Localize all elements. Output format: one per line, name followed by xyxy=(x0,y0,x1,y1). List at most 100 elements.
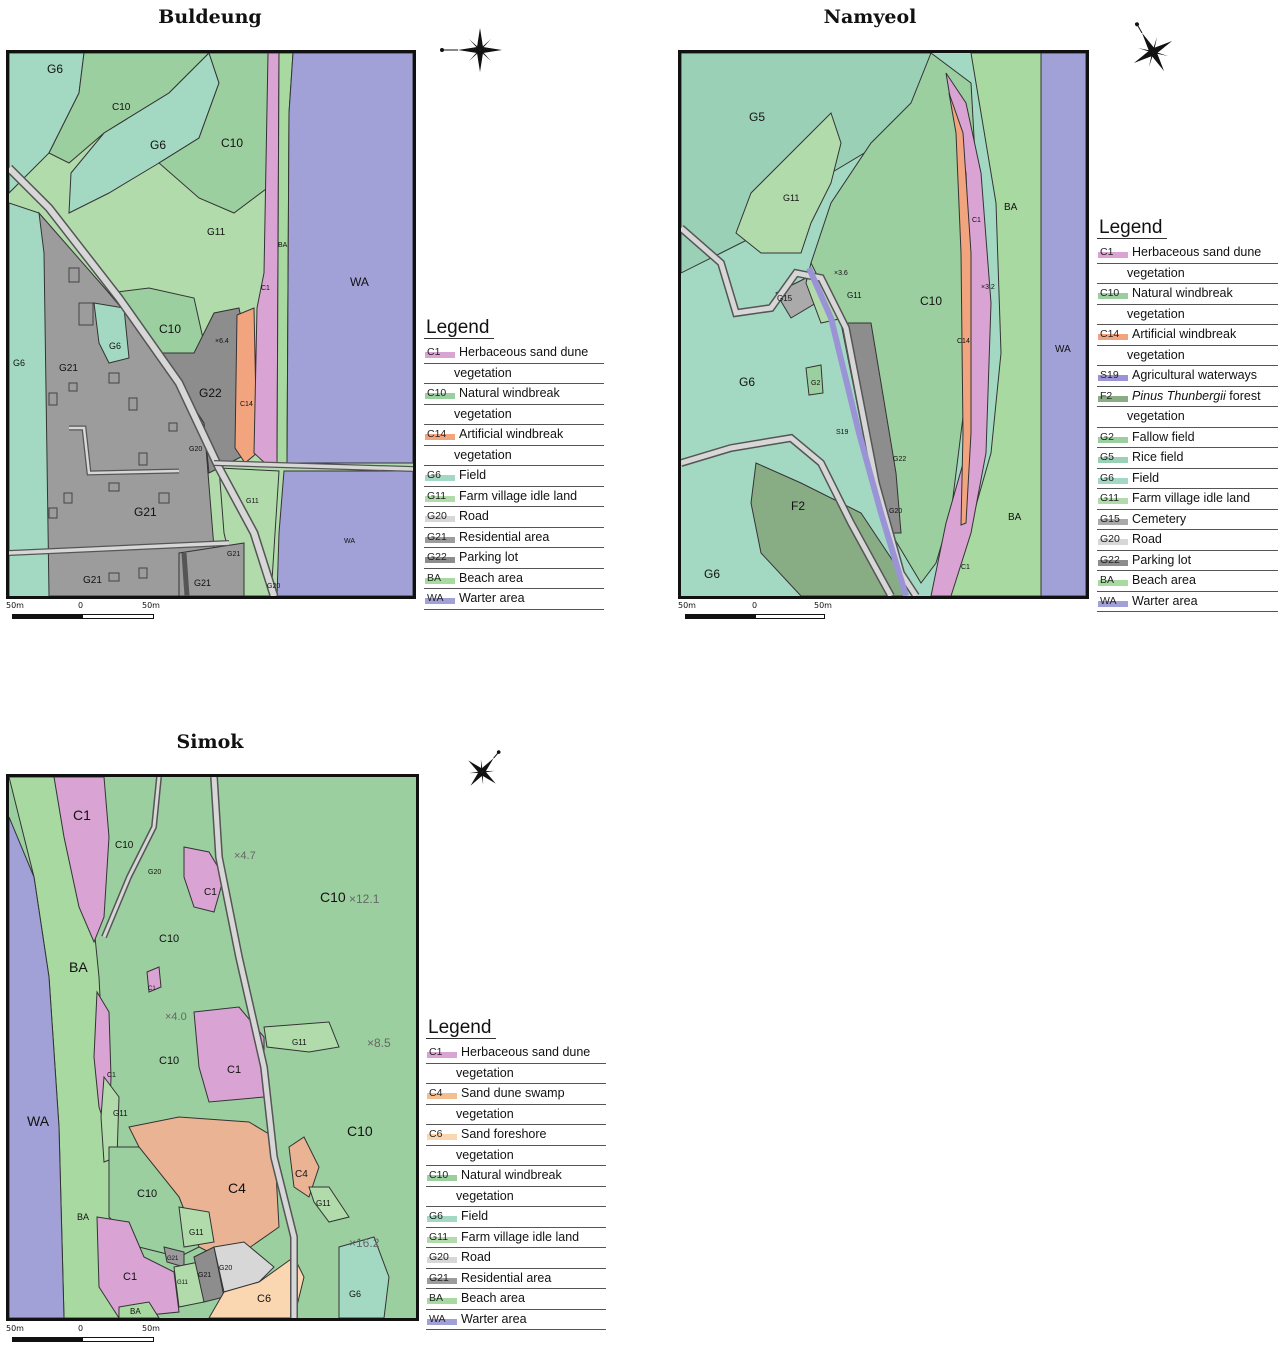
legend-label: Farm village idle land xyxy=(461,1229,580,1244)
label-g21: G21 xyxy=(134,505,157,519)
legend-label: Farm village idle land xyxy=(459,488,578,503)
scale-label-right: 50m xyxy=(814,601,832,610)
legend-item: vegetation xyxy=(426,1187,606,1207)
road-side xyxy=(181,552,190,596)
legend-label: Herbaceous sand dune xyxy=(1132,245,1262,259)
legend-item: G21 Residential area xyxy=(424,528,604,548)
area-g11-north xyxy=(735,112,842,254)
legend-item: G22 Parking lot xyxy=(1097,551,1278,571)
road-south-fill xyxy=(681,435,894,596)
legend-swatch: WA xyxy=(425,593,455,605)
legend-title: Legend xyxy=(1097,218,1167,239)
label-s19: S19 xyxy=(836,429,849,436)
legend-label: Natural windbreak xyxy=(1132,286,1233,300)
legend-label: Warter area xyxy=(461,1311,527,1326)
legend-label: Beach area xyxy=(461,1291,525,1305)
legend-item: G20 Road xyxy=(1097,530,1278,551)
label-g11: G11 xyxy=(189,1228,204,1237)
legend-label: Residential area xyxy=(461,1270,552,1285)
legend-label: Road xyxy=(461,1250,491,1264)
scale-label-left: 50m xyxy=(678,601,696,610)
label-c6: C6 xyxy=(257,1293,271,1305)
label-c10: C10 xyxy=(347,1123,373,1139)
legend-label: Beach area xyxy=(1132,573,1196,587)
legend-swatch: G6 xyxy=(427,1211,457,1223)
label-g6: G6 xyxy=(109,341,121,351)
legend-item: vegetation xyxy=(1097,305,1278,325)
legend-namyeol: Legend C1 Herbaceous sand dune vegetation C… xyxy=(1097,218,1278,612)
legend-item: C1 Herbaceous sand dune xyxy=(1097,243,1278,264)
scale-label-left: 50m xyxy=(6,601,24,610)
legend-label: Rice field xyxy=(1132,450,1184,464)
label-g11: G11 xyxy=(292,1038,307,1047)
label-c10: C10 xyxy=(159,1055,179,1067)
buildings xyxy=(48,267,178,582)
map-buldeung: G6 C10 G6 C10 G11 BA C1 WA WA C10 G6 G6 … xyxy=(6,50,416,599)
label-c1: C1 xyxy=(123,1271,137,1283)
scale-label-right: 50m xyxy=(142,601,160,610)
label-c10: C10 xyxy=(221,136,243,150)
label-g22: G22 xyxy=(199,386,222,400)
area-g20-lot xyxy=(213,1241,275,1293)
legend-swatch: WA xyxy=(1098,595,1128,607)
area-g11-small xyxy=(308,1186,350,1223)
legend-swatch: C4 xyxy=(427,1088,457,1100)
legend-label: Herbaceous sand dune xyxy=(461,1045,591,1059)
legend-item: vegetation xyxy=(424,405,604,425)
legend-label: Field xyxy=(459,468,487,482)
label-g6: G6 xyxy=(349,1289,361,1299)
legend-item: WA Warter area xyxy=(424,589,604,610)
label-g11: G11 xyxy=(316,1199,331,1208)
legend-swatch: G2 xyxy=(1098,431,1128,443)
area-g2 xyxy=(805,364,824,396)
label-c1: C1 xyxy=(204,887,217,898)
legend-swatch: G6 xyxy=(425,470,455,482)
label-g11: G11 xyxy=(783,193,799,203)
legend-swatch: BA xyxy=(427,1293,457,1305)
legend-swatch: F2 xyxy=(1098,390,1128,402)
spot-height: ×3.2 xyxy=(981,284,995,291)
label-g20: G20 xyxy=(267,583,280,590)
legend-item: G6 Field xyxy=(424,466,604,487)
label-g6: G6 xyxy=(13,358,25,368)
label-g21: G21 xyxy=(194,578,211,588)
legend-swatch: C1 xyxy=(427,1047,457,1059)
scale-label-mid: 0 xyxy=(78,601,84,610)
legend-item: S19 Agricultural waterways xyxy=(1097,366,1278,387)
label-ba: BA xyxy=(130,1307,141,1316)
area-c1-small xyxy=(146,966,162,993)
label-c10: C10 xyxy=(920,294,942,308)
label-c4: C4 xyxy=(228,1180,246,1196)
legend-item: G6 Field xyxy=(1097,469,1278,489)
legend-label: Fallow field xyxy=(1132,429,1195,444)
area-ba-small xyxy=(118,1301,160,1318)
legend-item: G2 Fallow field xyxy=(1097,428,1278,448)
scale-label-mid: 0 xyxy=(78,1324,84,1333)
legend-label: Sand dune swamp xyxy=(461,1086,565,1100)
scale-label-right: 50m xyxy=(142,1324,160,1333)
legend-label: Parking lot xyxy=(459,550,519,564)
legend-item: G20 Road xyxy=(424,507,604,528)
label-c4: C4 xyxy=(295,1169,308,1180)
label-wa: WA xyxy=(344,538,355,545)
label-wa: WA xyxy=(350,275,369,289)
scale-bar-buldeung: 50m 0 50m xyxy=(6,601,160,621)
road-branch-fill xyxy=(69,426,180,475)
legend-swatch: C10 xyxy=(1098,288,1128,300)
legend-item: G6 Field xyxy=(426,1207,606,1228)
legend-label: vegetation xyxy=(1127,265,1185,280)
scale-label-left: 50m xyxy=(6,1324,24,1333)
panel-title-simok: Simok xyxy=(176,731,244,753)
legend-title: Legend xyxy=(426,1018,496,1039)
road-diagonal-fill xyxy=(9,165,277,596)
label-c1: C1 xyxy=(148,986,156,992)
legend-item: vegetation xyxy=(426,1105,606,1125)
legend-item: vegetation xyxy=(424,364,604,384)
legend-item: C4 Sand dune swamp xyxy=(426,1084,606,1105)
label-c10: C10 xyxy=(115,840,134,851)
label-ba: BA xyxy=(77,1212,89,1222)
area-wa-lower xyxy=(276,470,413,596)
legend-swatch: G11 xyxy=(425,490,455,502)
label-g6: G6 xyxy=(739,375,755,389)
spot-height: ×6.4 xyxy=(215,338,229,345)
